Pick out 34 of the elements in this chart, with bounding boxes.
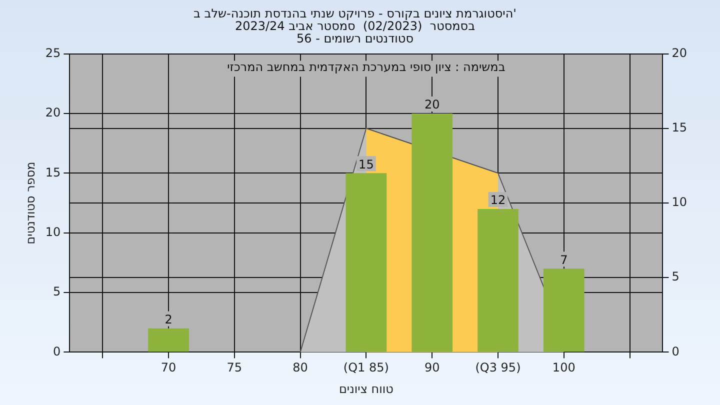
y2-tick-label: 20 — [672, 46, 688, 60]
y-tick-label: 0 — [53, 344, 61, 358]
bar — [543, 268, 584, 352]
bar — [148, 328, 189, 352]
annotation: במשימה : ציון סופי במערכת האקדמית במחשב המרכזי — [227, 60, 506, 74]
bar — [478, 208, 518, 352]
y2-tick-label: 0 — [672, 344, 680, 358]
text: בסמסטר (02/2023) סמסטר אביב 2023/24 — [234, 19, 476, 34]
y2-tick-label: 10 — [672, 195, 688, 210]
text: סטודנטים רשומים - 56 — [296, 32, 414, 46]
y2-tick-label: 15 — [672, 120, 688, 135]
data-label: 2 — [164, 312, 172, 326]
bar — [346, 173, 387, 352]
x-axis-title: טווח ציונים — [338, 382, 394, 396]
x-tick-label: 100 — [552, 360, 576, 375]
data-label: 20 — [424, 98, 440, 112]
x-tick-label: 70 — [160, 360, 176, 375]
x-tick-label: (Q1 85) — [343, 360, 389, 375]
data-label: 12 — [490, 193, 506, 208]
y-axis-title: מספר סטודנטים — [23, 162, 38, 244]
data-label: 7 — [560, 252, 568, 267]
text: היסטוגרמת ציונים בקורס - פרויקט שנתי בהנדסת תוכנה-שלב ב' — [194, 6, 516, 20]
x-tick-label: 80 — [292, 360, 308, 375]
y2-tick-label: 5 — [672, 270, 680, 284]
y-tick-label: 15 — [45, 165, 61, 180]
data-label: 15 — [358, 157, 374, 172]
x-tick-label: (Q3 95) — [475, 360, 521, 375]
bar — [412, 113, 453, 352]
y-tick-label: 20 — [45, 106, 61, 120]
x-tick-label: 90 — [424, 360, 440, 375]
y-tick-label: 10 — [45, 224, 61, 239]
y-tick-label: 5 — [53, 284, 61, 299]
y-tick-label: 25 — [45, 46, 61, 60]
x-tick-label: 75 — [226, 360, 242, 375]
